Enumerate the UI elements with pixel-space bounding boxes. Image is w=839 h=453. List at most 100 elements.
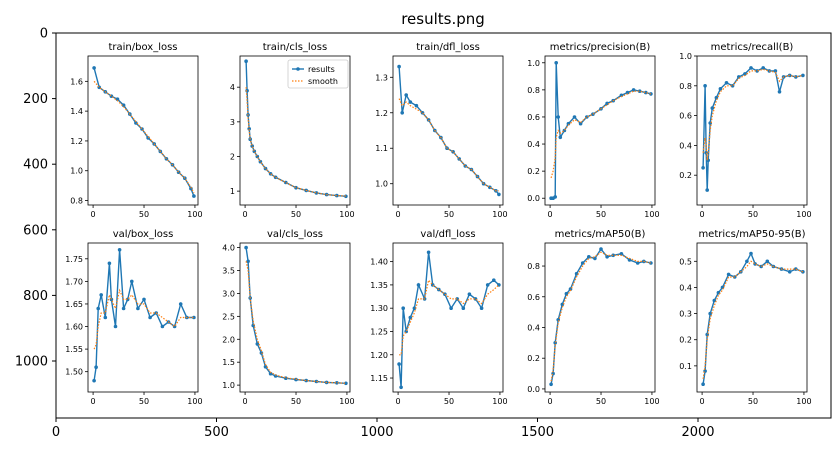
results-point bbox=[103, 315, 108, 320]
results-point bbox=[134, 121, 138, 125]
series-line-smooth bbox=[245, 261, 346, 384]
results-point bbox=[705, 188, 709, 192]
y-tick-label: 1.75 bbox=[65, 255, 83, 264]
y-tick-label: 0.4 bbox=[679, 141, 692, 150]
x-tick-label: 100 bbox=[187, 397, 202, 406]
results-point bbox=[192, 315, 196, 320]
x-tick-label: 0 bbox=[700, 397, 705, 406]
results-point bbox=[304, 378, 309, 383]
results-point bbox=[397, 64, 401, 69]
y-tick-label: 4 bbox=[230, 83, 235, 92]
y-tick-label: 1.50 bbox=[65, 368, 83, 377]
results-point bbox=[401, 306, 406, 311]
subplot-title: val/dfl_loss bbox=[420, 229, 475, 240]
subplot-frame bbox=[696, 55, 808, 206]
y-tick-label: 1.0 bbox=[222, 381, 235, 390]
outer-x-tick-label: 2000 bbox=[681, 425, 714, 440]
y-tick-label: 1.35 bbox=[370, 281, 388, 290]
series-line-smooth bbox=[550, 90, 652, 179]
x-tick-label: 50 bbox=[748, 210, 758, 219]
results-point bbox=[572, 115, 577, 119]
results-point bbox=[492, 278, 496, 283]
x-tick-label: 50 bbox=[291, 210, 301, 219]
subplot-frame bbox=[544, 55, 656, 206]
results-point bbox=[599, 247, 603, 251]
x-tick-label: 0 bbox=[243, 210, 248, 219]
results-point bbox=[160, 324, 165, 329]
subplot-frame bbox=[392, 55, 504, 206]
series-line-smooth bbox=[93, 80, 195, 194]
results-point bbox=[314, 379, 319, 384]
x-tick-label: 100 bbox=[644, 397, 659, 406]
results-point bbox=[121, 103, 126, 107]
results-point bbox=[549, 382, 553, 387]
y-tick-label: 1.5 bbox=[222, 358, 235, 367]
subplot: train/cls_loss 0 50 100 1 2 3 4 results smooth bbox=[230, 42, 355, 219]
results-point bbox=[416, 283, 421, 287]
y-tick-label: 0.1 bbox=[679, 362, 692, 371]
x-tick-label: 50 bbox=[444, 397, 454, 406]
results-point bbox=[635, 261, 640, 265]
results-point bbox=[121, 306, 126, 311]
legend-box bbox=[287, 59, 349, 89]
subplot-title: train/dfl_loss bbox=[416, 42, 480, 53]
series-line-smooth bbox=[702, 68, 804, 161]
x-tick-label: 50 bbox=[596, 210, 606, 219]
results-point bbox=[467, 292, 472, 297]
y-tick-label: 0.8 bbox=[527, 86, 540, 95]
results-point bbox=[408, 315, 413, 320]
results-point bbox=[644, 90, 648, 95]
series-line-smooth bbox=[93, 288, 194, 350]
series-line-results bbox=[245, 247, 346, 384]
x-tick-label: 100 bbox=[644, 210, 659, 219]
results-point bbox=[732, 275, 737, 279]
results-point bbox=[703, 84, 707, 88]
results-point bbox=[255, 342, 260, 346]
subplot-title: metrics/precision(B) bbox=[550, 42, 651, 53]
y-tick-label: 3.0 bbox=[222, 289, 235, 298]
results-point bbox=[765, 259, 770, 264]
outer-y-tick-label: 1000 bbox=[15, 355, 48, 370]
results-point bbox=[794, 75, 798, 79]
x-tick-label: 100 bbox=[492, 397, 507, 406]
y-tick-label: 0.8 bbox=[70, 197, 83, 206]
y-tick-label: 0.4 bbox=[527, 140, 540, 149]
subplot: train/dfl_loss 0 50 100 1.0 1.1 1.2 1.3 bbox=[375, 42, 507, 219]
x-tick-label: 50 bbox=[291, 397, 301, 406]
results-point bbox=[244, 245, 248, 250]
x-tick-label: 50 bbox=[596, 397, 606, 406]
results-point bbox=[745, 259, 749, 264]
y-tick-label: 0.8 bbox=[527, 262, 540, 271]
y-tick-label: 1.60 bbox=[65, 323, 83, 332]
outer-y-tick-label: 0 bbox=[40, 27, 48, 42]
results-point bbox=[743, 72, 747, 76]
y-tick-label: 1.55 bbox=[65, 345, 83, 354]
y-tick-label: 0.8 bbox=[679, 82, 692, 91]
results-point bbox=[497, 192, 501, 197]
y-tick-label: 0.5 bbox=[679, 257, 692, 266]
outer-axes-frame bbox=[55, 32, 832, 419]
y-tick-label: 1.4 bbox=[70, 107, 83, 116]
subplot: val/box_loss 0 50 100 1.50 1.55 1.60 1.65 1.70 1.… bbox=[65, 229, 202, 406]
outer-x-tick-label: 1500 bbox=[521, 425, 554, 440]
y-tick-label: 1.0 bbox=[70, 167, 83, 176]
y-tick-label: 0.3 bbox=[679, 310, 692, 319]
y-tick-label: 1.65 bbox=[65, 300, 83, 309]
results-point bbox=[587, 254, 591, 259]
results-point bbox=[130, 279, 134, 284]
x-tick-label: 100 bbox=[339, 397, 354, 406]
results-point bbox=[605, 254, 609, 259]
results-point bbox=[136, 306, 140, 311]
y-tick-label: 1.15 bbox=[370, 374, 388, 383]
results-point bbox=[117, 248, 122, 252]
legend: results smooth bbox=[287, 59, 349, 89]
x-tick-label: 0 bbox=[91, 397, 96, 406]
x-tick-label: 0 bbox=[700, 210, 705, 219]
results-point bbox=[404, 93, 409, 97]
subplot-title: train/cls_loss bbox=[263, 42, 327, 53]
y-tick-label: 1.0 bbox=[679, 52, 692, 61]
x-tick-label: 0 bbox=[548, 210, 553, 219]
subplot-title: metrics/mAP50(B) bbox=[555, 229, 646, 240]
results-point bbox=[246, 259, 250, 264]
